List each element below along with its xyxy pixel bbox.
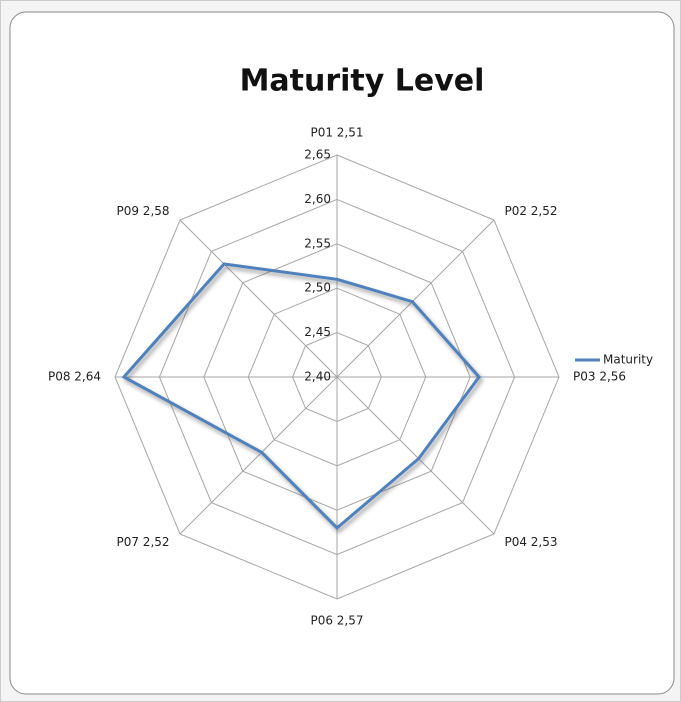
axis-spoke — [179, 219, 338, 378]
r-tick-label: 2,60 — [304, 192, 331, 206]
r-tick-label: 2,55 — [304, 236, 331, 250]
chart-title: Maturity Level — [240, 64, 485, 99]
category-label: P07 2,52 — [116, 535, 169, 549]
series-line — [121, 262, 482, 531]
axis-spoke — [336, 219, 495, 378]
legend-label: Maturity — [603, 353, 653, 367]
axis-spoke — [179, 376, 338, 535]
category-label: P03 2,56 — [573, 370, 626, 384]
r-tick-label: 2,40 — [304, 370, 331, 384]
r-tick-label: 2,65 — [304, 148, 331, 162]
category-label: P09 2,58 — [116, 204, 169, 218]
category-label: P08 2,64 — [48, 370, 101, 384]
category-label: P04 2,53 — [504, 535, 557, 549]
category-label: P06 2,57 — [310, 614, 363, 628]
category-label: P02 2,52 — [504, 204, 557, 218]
r-tick-label: 2,50 — [304, 281, 331, 295]
chart-area — [9, 11, 675, 695]
r-tick-label: 2,45 — [304, 325, 331, 339]
category-label: P01 2,51 — [310, 126, 363, 140]
axis-spoke — [336, 376, 495, 535]
